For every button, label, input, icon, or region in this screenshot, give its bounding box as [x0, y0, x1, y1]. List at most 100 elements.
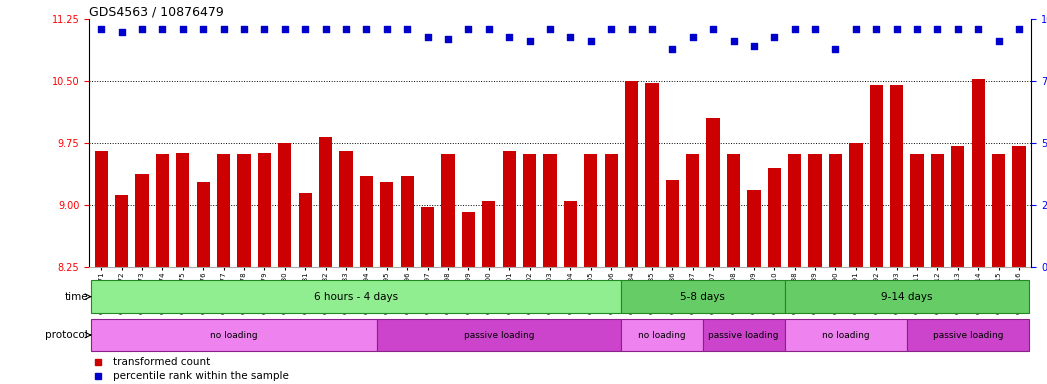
Point: [603, 26, 620, 32]
Bar: [442, 154, 454, 267]
Bar: [686, 154, 699, 267]
Bar: [197, 182, 209, 267]
Point: [257, 26, 273, 32]
Point: [990, 38, 1007, 45]
Bar: [380, 182, 394, 267]
Bar: [784, 280, 1029, 313]
Point: [93, 26, 110, 32]
Text: no loading: no loading: [210, 331, 258, 339]
Text: 9-14 days: 9-14 days: [882, 291, 933, 302]
Point: [317, 26, 334, 32]
Bar: [91, 280, 621, 313]
Point: [134, 26, 151, 32]
Point: [562, 33, 579, 40]
Bar: [135, 174, 149, 267]
Point: [541, 26, 558, 32]
Text: passive loading: passive loading: [464, 331, 534, 339]
Point: [705, 26, 721, 32]
Bar: [217, 154, 230, 267]
Point: [970, 26, 986, 32]
Bar: [952, 146, 964, 267]
Point: [766, 33, 783, 40]
Point: [582, 38, 599, 45]
Point: [419, 33, 436, 40]
Bar: [421, 207, 435, 267]
Point: [113, 28, 130, 35]
Text: passive loading: passive loading: [709, 331, 779, 339]
Bar: [377, 319, 621, 351]
Point: [786, 26, 803, 32]
Bar: [156, 154, 169, 267]
Bar: [788, 154, 801, 267]
Point: [236, 26, 252, 32]
Bar: [829, 154, 842, 267]
Bar: [543, 154, 557, 267]
Point: [644, 26, 661, 32]
Bar: [482, 201, 495, 267]
Bar: [238, 154, 250, 267]
Bar: [360, 176, 373, 267]
Bar: [1012, 146, 1026, 267]
Text: 6 hours - 4 days: 6 hours - 4 days: [314, 291, 398, 302]
Point: [521, 38, 538, 45]
Bar: [91, 319, 377, 351]
Point: [399, 26, 416, 32]
Bar: [625, 81, 639, 267]
Bar: [992, 154, 1005, 267]
Point: [950, 26, 966, 32]
Bar: [849, 143, 863, 267]
Bar: [808, 154, 822, 267]
Bar: [911, 154, 923, 267]
Bar: [258, 153, 271, 267]
Bar: [784, 319, 907, 351]
Point: [745, 43, 762, 50]
Point: [685, 33, 701, 40]
Bar: [279, 143, 291, 267]
Bar: [462, 212, 475, 267]
Point: [460, 26, 476, 32]
Point: [154, 26, 171, 32]
Bar: [401, 176, 414, 267]
Point: [623, 26, 640, 32]
Point: [827, 46, 844, 52]
Text: percentile rank within the sample: percentile rank within the sample: [113, 371, 288, 381]
Point: [296, 26, 313, 32]
Point: [175, 26, 192, 32]
Bar: [339, 151, 353, 267]
Bar: [727, 154, 740, 267]
Bar: [584, 154, 598, 267]
Bar: [748, 190, 760, 267]
Point: [664, 46, 681, 52]
Text: no loading: no loading: [639, 331, 686, 339]
Point: [847, 26, 864, 32]
Bar: [621, 280, 784, 313]
Bar: [94, 151, 108, 267]
Text: time: time: [65, 291, 88, 302]
Text: GDS4563 / 10876479: GDS4563 / 10876479: [89, 5, 224, 18]
Point: [888, 26, 905, 32]
Bar: [703, 319, 784, 351]
Bar: [563, 201, 577, 267]
Bar: [767, 168, 781, 267]
Point: [358, 26, 375, 32]
Bar: [604, 154, 618, 267]
Bar: [522, 154, 536, 267]
Point: [1010, 26, 1027, 32]
Point: [337, 26, 354, 32]
Text: 5-8 days: 5-8 days: [681, 291, 726, 302]
Text: passive loading: passive loading: [933, 331, 1003, 339]
Bar: [645, 83, 659, 267]
Bar: [621, 319, 703, 351]
Point: [216, 26, 232, 32]
Point: [929, 26, 945, 32]
Point: [481, 26, 497, 32]
Text: no loading: no loading: [822, 331, 869, 339]
Bar: [666, 180, 678, 267]
Bar: [890, 85, 904, 267]
Bar: [115, 195, 129, 267]
Bar: [972, 79, 985, 267]
Bar: [907, 319, 1029, 351]
Bar: [503, 151, 516, 267]
Point: [195, 26, 211, 32]
Point: [726, 38, 742, 45]
